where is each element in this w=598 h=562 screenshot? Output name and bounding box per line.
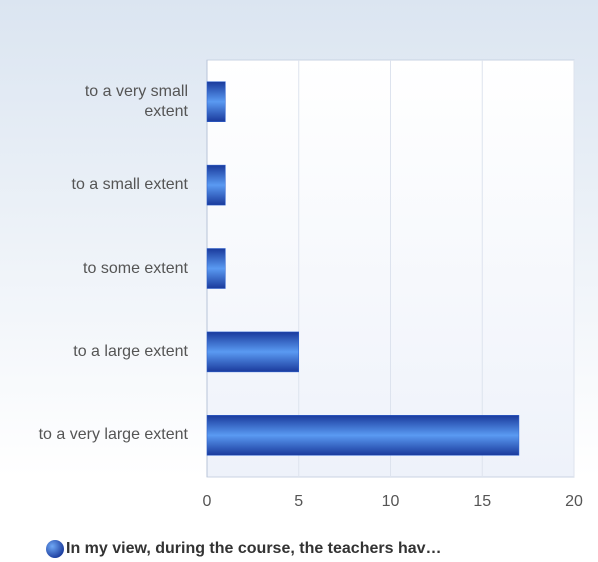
y-tick-label: to a very large extent	[38, 426, 188, 444]
y-tick-label: to a small extent	[71, 176, 189, 194]
legend-marker	[46, 540, 64, 558]
bar	[206, 81, 226, 122]
bar	[206, 331, 299, 373]
bar	[206, 248, 226, 289]
bar	[206, 415, 520, 456]
x-tick-label: 0	[203, 493, 212, 510]
x-tick-label: 10	[382, 493, 400, 510]
x-tick-label: 20	[565, 493, 583, 510]
y-tick-label: to some extent	[83, 259, 188, 277]
x-tick-label: 5	[294, 493, 303, 510]
legend-label: In my view, during the course, the teach…	[66, 540, 442, 557]
bar	[206, 164, 226, 206]
x-tick-label: 15	[473, 493, 491, 510]
y-tick-label: to a large extent	[73, 342, 188, 360]
y-tick-label: to a very small extent	[84, 82, 188, 120]
